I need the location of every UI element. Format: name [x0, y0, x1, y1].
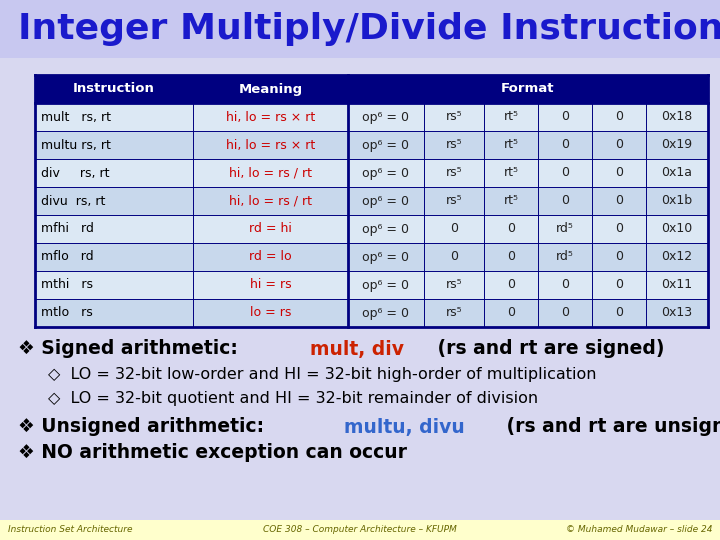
Text: op⁶ = 0: op⁶ = 0 [362, 251, 410, 264]
Bar [35, 187, 708, 215]
Text: 0: 0 [561, 111, 569, 124]
Text: 0x10: 0x10 [662, 222, 693, 235]
Text: 0: 0 [561, 166, 569, 179]
Text: rs⁵: rs⁵ [446, 194, 462, 207]
Text: ◇  LO = 32-bit low-order and HI = 32-bit high-order of multiplication: ◇ LO = 32-bit low-order and HI = 32-bit … [48, 368, 596, 382]
Text: 0x1a: 0x1a [662, 166, 693, 179]
Text: 0: 0 [615, 166, 623, 179]
Bar [35, 103, 708, 131]
Bar [0, 0, 720, 58]
Bar [35, 243, 708, 271]
Text: 0x12: 0x12 [662, 251, 693, 264]
Text: mult   rs, rt: mult rs, rt [41, 111, 111, 124]
Text: ❖ Unsigned arithmetic:: ❖ Unsigned arithmetic: [18, 417, 271, 436]
Text: (rs and rt are signed): (rs and rt are signed) [431, 340, 665, 359]
Text: rd = hi: rd = hi [249, 222, 292, 235]
Text: mfhi   rd: mfhi rd [41, 222, 94, 235]
Text: 0x19: 0x19 [662, 138, 693, 152]
Text: rs⁵: rs⁵ [446, 166, 462, 179]
Text: div     rs, rt: div rs, rt [41, 166, 109, 179]
Text: hi, lo = rs / rt: hi, lo = rs / rt [229, 194, 312, 207]
Text: op⁶ = 0: op⁶ = 0 [362, 138, 410, 152]
Text: Instruction: Instruction [73, 83, 155, 96]
Text: rd = lo: rd = lo [249, 251, 292, 264]
Text: rs⁵: rs⁵ [446, 279, 462, 292]
Text: op⁶ = 0: op⁶ = 0 [362, 222, 410, 235]
Text: mthi   rs: mthi rs [41, 279, 93, 292]
Text: rs⁵: rs⁵ [446, 138, 462, 152]
Text: rt⁵: rt⁵ [503, 166, 518, 179]
Text: 0: 0 [615, 279, 623, 292]
Bar [35, 215, 708, 243]
Text: mult, div: mult, div [310, 340, 404, 359]
Text: rd⁵: rd⁵ [556, 251, 574, 264]
Text: 0: 0 [507, 222, 515, 235]
Text: 0: 0 [615, 138, 623, 152]
Text: 0: 0 [507, 307, 515, 320]
Text: 0: 0 [615, 111, 623, 124]
Text: 0: 0 [561, 138, 569, 152]
Text: © Muhamed Mudawar – slide 24: © Muhamed Mudawar – slide 24 [565, 525, 712, 535]
Text: rt⁵: rt⁵ [503, 194, 518, 207]
Text: 0: 0 [615, 194, 623, 207]
Text: rs⁵: rs⁵ [446, 307, 462, 320]
Text: op⁶ = 0: op⁶ = 0 [362, 279, 410, 292]
Text: op⁶ = 0: op⁶ = 0 [362, 111, 410, 124]
Text: op⁶ = 0: op⁶ = 0 [362, 307, 410, 320]
Text: ◇  LO = 32-bit quotient and HI = 32-bit remainder of division: ◇ LO = 32-bit quotient and HI = 32-bit r… [48, 392, 538, 407]
Bar [35, 271, 708, 299]
Text: 0: 0 [615, 307, 623, 320]
Text: ❖ NO arithmetic exception can occur: ❖ NO arithmetic exception can occur [18, 443, 407, 462]
Text: COE 308 – Computer Architecture – KFUPM: COE 308 – Computer Architecture – KFUPM [263, 525, 457, 535]
Text: hi, lo = rs × rt: hi, lo = rs × rt [226, 138, 315, 152]
Text: divu  rs, rt: divu rs, rt [41, 194, 105, 207]
Text: Meaning: Meaning [238, 83, 302, 96]
Text: 0: 0 [561, 307, 569, 320]
Text: Instruction Set Architecture: Instruction Set Architecture [8, 525, 132, 535]
Text: mtlo   rs: mtlo rs [41, 307, 93, 320]
Text: rt⁵: rt⁵ [503, 111, 518, 124]
Text: mflo   rd: mflo rd [41, 251, 94, 264]
Text: 0: 0 [450, 222, 458, 235]
Text: op⁶ = 0: op⁶ = 0 [362, 194, 410, 207]
Text: hi, lo = rs / rt: hi, lo = rs / rt [229, 166, 312, 179]
Bar [0, 520, 720, 540]
Text: Format: Format [501, 83, 554, 96]
Text: 0x11: 0x11 [662, 279, 693, 292]
Bar [35, 299, 708, 327]
Bar [35, 75, 708, 103]
Text: hi, lo = rs × rt: hi, lo = rs × rt [226, 111, 315, 124]
Text: 0: 0 [450, 251, 458, 264]
Text: 0: 0 [615, 222, 623, 235]
Text: 0: 0 [615, 251, 623, 264]
Text: ❖ Signed arithmetic:: ❖ Signed arithmetic: [18, 340, 244, 359]
Text: multu rs, rt: multu rs, rt [41, 138, 111, 152]
Text: 0x1b: 0x1b [662, 194, 693, 207]
Text: rs⁵: rs⁵ [446, 111, 462, 124]
Bar [35, 159, 708, 187]
Text: 0: 0 [507, 251, 515, 264]
Text: 0: 0 [561, 194, 569, 207]
Bar [35, 131, 708, 159]
Text: multu, divu: multu, divu [344, 417, 464, 436]
Text: 0x13: 0x13 [662, 307, 693, 320]
Text: Integer Multiply/Divide Instructions: Integer Multiply/Divide Instructions [18, 12, 720, 46]
Text: 0: 0 [507, 279, 515, 292]
Text: rt⁵: rt⁵ [503, 138, 518, 152]
Text: 0x18: 0x18 [662, 111, 693, 124]
Text: 0: 0 [561, 279, 569, 292]
Text: rd⁵: rd⁵ [556, 222, 574, 235]
Text: lo = rs: lo = rs [250, 307, 291, 320]
Text: (rs and rt are unsigned): (rs and rt are unsigned) [500, 417, 720, 436]
Text: hi = rs: hi = rs [250, 279, 292, 292]
Text: op⁶ = 0: op⁶ = 0 [362, 166, 410, 179]
